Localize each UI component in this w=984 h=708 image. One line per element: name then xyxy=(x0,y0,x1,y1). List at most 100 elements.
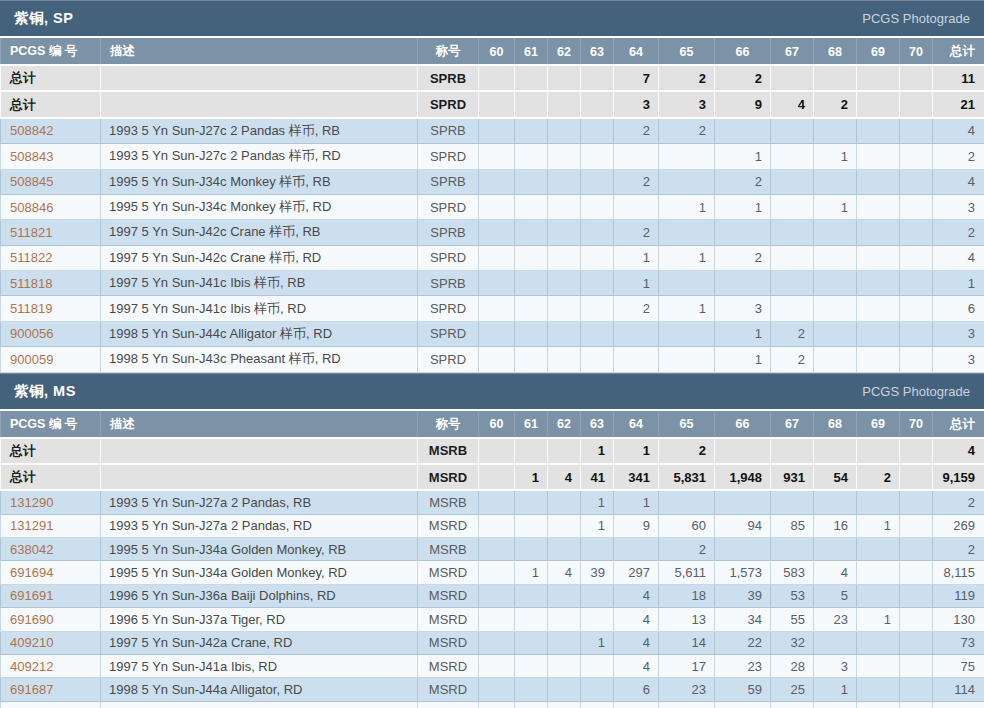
pcgs-number-link[interactable]: 511818 xyxy=(1,271,101,296)
grade-cell xyxy=(515,347,548,372)
description-cell: 1993 5 Yn Sun-J27c 2 Pandas 样币, RD xyxy=(101,144,418,169)
grade-cell xyxy=(814,631,857,654)
column-header-grade-69: 69 xyxy=(857,411,900,438)
grade-cell xyxy=(857,538,900,561)
description-cell: 1996 5 Yn Sun-J37a Tiger, RD xyxy=(101,608,418,631)
grade-cell: 17 xyxy=(659,654,715,677)
designation-cell: SPRD xyxy=(418,194,479,219)
grade-cell xyxy=(900,514,933,537)
grade-cell: 25 xyxy=(771,678,814,701)
grade-cell xyxy=(857,144,900,169)
designation-cell: SPRB xyxy=(418,220,479,245)
grade-cell: 1 xyxy=(515,561,548,584)
table-row: 5118181997 5 Yn Sun-J41c Ibis 样币, RBSPRB… xyxy=(1,271,984,296)
grade-cell xyxy=(814,347,857,372)
grade-cell xyxy=(581,608,614,631)
table-row: 6916911996 5 Yn Sun-J36a Baiji Dolphins,… xyxy=(1,584,984,607)
grade-cell: 4 xyxy=(814,561,857,584)
column-header-pcgs-number: PCGS 编 号 xyxy=(1,411,101,438)
totals-label-cell: 总计 xyxy=(1,91,101,117)
total-cell: 11 xyxy=(933,65,984,91)
description-cell: 1995 5 Yn Sun-J34a Golden Monkey, RD xyxy=(101,561,418,584)
grade-cell: 2 xyxy=(715,245,771,270)
pcgs-number-link[interactable]: 691686 xyxy=(1,701,101,708)
total-cell: 21 xyxy=(933,91,984,117)
grade-cell xyxy=(581,701,614,708)
grade-cell xyxy=(900,678,933,701)
grade-cell xyxy=(771,438,814,464)
pcgs-number-link[interactable]: 691691 xyxy=(1,584,101,607)
grade-cell xyxy=(548,220,581,245)
column-header-grade-61: 61 xyxy=(515,411,548,438)
designation-cell: SPRB xyxy=(418,271,479,296)
grade-cell xyxy=(479,561,515,584)
grade-cell: 85 xyxy=(771,514,814,537)
column-header-total: 总计 xyxy=(933,39,984,66)
photograde-label: PCGS Photograde xyxy=(862,384,970,399)
pcgs-number-link[interactable]: 638042 xyxy=(1,538,101,561)
designation-cell: MSRD xyxy=(418,584,479,607)
grade-cell xyxy=(614,144,659,169)
population-table: PCGS 编 号描述称号6061626364656667686970总计总计MS… xyxy=(0,411,984,708)
grade-cell xyxy=(814,538,857,561)
total-cell: 4 xyxy=(933,169,984,194)
grade-cell xyxy=(771,220,814,245)
grade-cell: 1 xyxy=(814,194,857,219)
table-row: 5118221997 5 Yn Sun-J42c Crane 样币, RDSPR… xyxy=(1,245,984,270)
pcgs-number-link[interactable]: 508843 xyxy=(1,144,101,169)
total-cell: 4 xyxy=(933,245,984,270)
pcgs-number-link[interactable]: 131291 xyxy=(1,514,101,537)
pcgs-number-link[interactable]: 691690 xyxy=(1,608,101,631)
total-cell: 6 xyxy=(933,296,984,321)
description-cell: 1996 5 Yn Sun-J36a Baiji Dolphins, RD xyxy=(101,584,418,607)
pcgs-number-link[interactable]: 511821 xyxy=(1,220,101,245)
pcgs-number-link[interactable]: 691694 xyxy=(1,561,101,584)
description-cell: 1998 5 Yn Sun-J43c Pheasant 样币, RD xyxy=(101,347,418,372)
designation-cell: SPRB xyxy=(418,118,479,144)
total-cell: 9,159 xyxy=(933,464,984,490)
pcgs-number-link[interactable]: 900059 xyxy=(1,347,101,372)
grade-cell xyxy=(857,194,900,219)
pcgs-number-link[interactable]: 508845 xyxy=(1,169,101,194)
description-cell: 1997 5 Yn Sun-J42c Crane 样币, RB xyxy=(101,220,418,245)
grade-cell xyxy=(814,296,857,321)
totals-row: 总计SPRD3394221 xyxy=(1,91,984,117)
pcgs-number-link[interactable]: 511819 xyxy=(1,296,101,321)
grade-cell xyxy=(548,144,581,169)
grade-cell xyxy=(479,438,515,464)
grade-cell xyxy=(857,321,900,346)
grade-cell: 34 xyxy=(715,608,771,631)
grade-cell xyxy=(771,65,814,91)
description-cell: 1995 5 Yn Sun-J34a Golden Monkey, RB xyxy=(101,538,418,561)
grade-cell xyxy=(515,296,548,321)
pcgs-number-link[interactable]: 409212 xyxy=(1,654,101,677)
grade-cell xyxy=(771,144,814,169)
grade-cell xyxy=(715,271,771,296)
column-header-grade-70: 70 xyxy=(900,39,933,66)
grade-cell xyxy=(900,296,933,321)
grade-cell xyxy=(857,584,900,607)
column-header-grade-70: 70 xyxy=(900,411,933,438)
grade-cell xyxy=(814,490,857,514)
pcgs-number-link[interactable]: 508842 xyxy=(1,118,101,144)
grade-cell xyxy=(814,271,857,296)
table-row: 6916941995 5 Yn Sun-J34a Golden Monkey, … xyxy=(1,561,984,584)
pcgs-number-link[interactable]: 900056 xyxy=(1,321,101,346)
pcgs-number-link[interactable]: 691687 xyxy=(1,678,101,701)
pcgs-number-link[interactable]: 131290 xyxy=(1,490,101,514)
column-header-grade-64: 64 xyxy=(614,39,659,66)
pcgs-number-link[interactable]: 508846 xyxy=(1,194,101,219)
grade-cell xyxy=(515,321,548,346)
grade-cell xyxy=(771,296,814,321)
description-cell xyxy=(101,91,418,117)
pcgs-number-link[interactable]: 511822 xyxy=(1,245,101,270)
grade-cell: 7 xyxy=(614,65,659,91)
grade-cell xyxy=(659,347,715,372)
grade-cell: 4 xyxy=(614,584,659,607)
grade-cell: 39 xyxy=(581,561,614,584)
grade-cell xyxy=(771,169,814,194)
pcgs-number-link[interactable]: 409210 xyxy=(1,631,101,654)
total-cell: 3 xyxy=(933,321,984,346)
grade-cell xyxy=(479,65,515,91)
grade-cell xyxy=(515,169,548,194)
